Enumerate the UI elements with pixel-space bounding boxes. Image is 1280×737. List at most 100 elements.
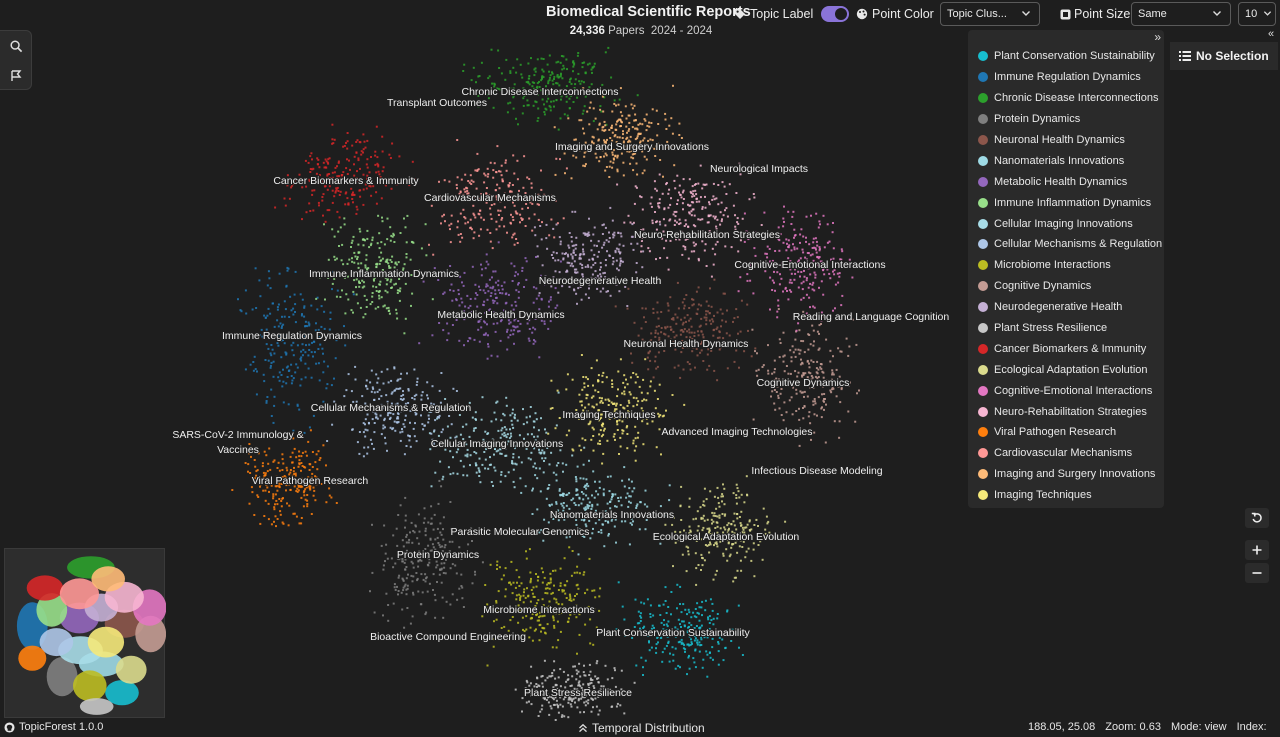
- paper-point[interactable]: [609, 294, 612, 297]
- paper-point[interactable]: [550, 218, 553, 221]
- paper-point[interactable]: [582, 573, 585, 576]
- paper-point[interactable]: [698, 650, 701, 653]
- paper-point[interactable]: [562, 509, 565, 512]
- paper-point[interactable]: [663, 647, 666, 650]
- paper-point[interactable]: [690, 235, 693, 238]
- paper-point[interactable]: [378, 294, 381, 297]
- paper-point[interactable]: [822, 268, 824, 271]
- paper-point[interactable]: [812, 387, 815, 389]
- paper-point[interactable]: [837, 347, 840, 350]
- paper-point[interactable]: [612, 435, 615, 438]
- paper-point[interactable]: [538, 292, 541, 295]
- paper-point[interactable]: [676, 199, 679, 202]
- paper-point[interactable]: [689, 336, 692, 339]
- paper-point[interactable]: [621, 114, 624, 117]
- paper-point[interactable]: [739, 559, 742, 562]
- paper-point[interactable]: [640, 229, 642, 232]
- paper-point[interactable]: [460, 297, 463, 300]
- paper-point[interactable]: [578, 633, 581, 636]
- paper-point[interactable]: [434, 616, 437, 619]
- paper-point[interactable]: [486, 603, 489, 606]
- paper-point[interactable]: [680, 642, 683, 645]
- paper-point[interactable]: [353, 155, 356, 158]
- paper-point[interactable]: [639, 195, 641, 198]
- paper-point[interactable]: [750, 355, 753, 358]
- paper-point[interactable]: [513, 329, 516, 332]
- paper-point[interactable]: [811, 283, 814, 286]
- paper-point[interactable]: [474, 570, 476, 573]
- paper-point[interactable]: [554, 689, 557, 692]
- paper-point[interactable]: [808, 243, 811, 246]
- paper-point[interactable]: [555, 513, 558, 516]
- paper-point[interactable]: [407, 402, 410, 404]
- paper-point[interactable]: [787, 239, 790, 242]
- paper-point[interactable]: [263, 474, 266, 477]
- paper-point[interactable]: [344, 203, 347, 206]
- paper-point[interactable]: [688, 667, 691, 670]
- paper-point[interactable]: [572, 279, 575, 282]
- paper-point[interactable]: [568, 696, 571, 699]
- paper-point[interactable]: [256, 370, 258, 373]
- paper-point[interactable]: [592, 395, 595, 398]
- paper-point[interactable]: [690, 638, 692, 641]
- paper-point[interactable]: [813, 413, 816, 416]
- paper-point[interactable]: [779, 233, 782, 236]
- paper-point[interactable]: [389, 226, 392, 229]
- paper-point[interactable]: [524, 257, 527, 260]
- paper-point[interactable]: [572, 70, 574, 73]
- paper-point[interactable]: [321, 347, 324, 350]
- paper-point[interactable]: [617, 250, 620, 253]
- paper-point[interactable]: [404, 407, 407, 409]
- paper-point[interactable]: [728, 527, 730, 530]
- paper-point[interactable]: [472, 212, 475, 215]
- paper-point[interactable]: [667, 640, 670, 643]
- paper-point[interactable]: [509, 72, 512, 74]
- paper-point[interactable]: [510, 315, 513, 317]
- paper-point[interactable]: [838, 420, 841, 423]
- paper-point[interactable]: [571, 414, 574, 417]
- paper-point[interactable]: [735, 497, 738, 499]
- paper-point[interactable]: [700, 304, 703, 307]
- paper-point[interactable]: [606, 475, 609, 478]
- paper-point[interactable]: [695, 517, 697, 520]
- paper-point[interactable]: [380, 403, 383, 406]
- paper-point[interactable]: [597, 391, 600, 393]
- paper-point[interactable]: [300, 378, 303, 381]
- paper-point[interactable]: [590, 438, 593, 441]
- paper-point[interactable]: [695, 567, 698, 570]
- paper-point[interactable]: [723, 185, 726, 188]
- paper-point[interactable]: [567, 698, 570, 701]
- paper-point[interactable]: [716, 336, 719, 339]
- paper-point[interactable]: [668, 219, 671, 222]
- paper-point[interactable]: [677, 631, 680, 634]
- paper-point[interactable]: [492, 270, 495, 273]
- paper-point[interactable]: [466, 192, 469, 195]
- paper-point[interactable]: [783, 220, 785, 223]
- paper-point[interactable]: [444, 315, 447, 318]
- paper-point[interactable]: [517, 621, 520, 624]
- paper-point[interactable]: [692, 611, 695, 614]
- paper-point[interactable]: [488, 463, 491, 466]
- paper-point[interactable]: [718, 634, 721, 637]
- paper-point[interactable]: [811, 247, 814, 249]
- paper-point[interactable]: [406, 372, 408, 375]
- paper-point[interactable]: [515, 594, 518, 597]
- paper-point[interactable]: [305, 177, 308, 180]
- paper-point[interactable]: [712, 195, 715, 198]
- paper-point[interactable]: [514, 447, 516, 450]
- paper-point[interactable]: [711, 522, 713, 525]
- paper-point[interactable]: [244, 368, 247, 371]
- paper-point[interactable]: [677, 364, 680, 367]
- paper-point[interactable]: [505, 428, 508, 431]
- paper-point[interactable]: [540, 529, 543, 532]
- paper-point[interactable]: [625, 417, 628, 419]
- paper-point[interactable]: [756, 374, 759, 377]
- paper-point[interactable]: [600, 91, 603, 94]
- paper-point[interactable]: [548, 675, 551, 678]
- paper-point[interactable]: [601, 83, 604, 86]
- paper-point[interactable]: [626, 404, 629, 407]
- paper-point[interactable]: [357, 266, 360, 269]
- paper-point[interactable]: [558, 84, 561, 87]
- paper-point[interactable]: [353, 193, 356, 196]
- paper-point[interactable]: [737, 222, 740, 225]
